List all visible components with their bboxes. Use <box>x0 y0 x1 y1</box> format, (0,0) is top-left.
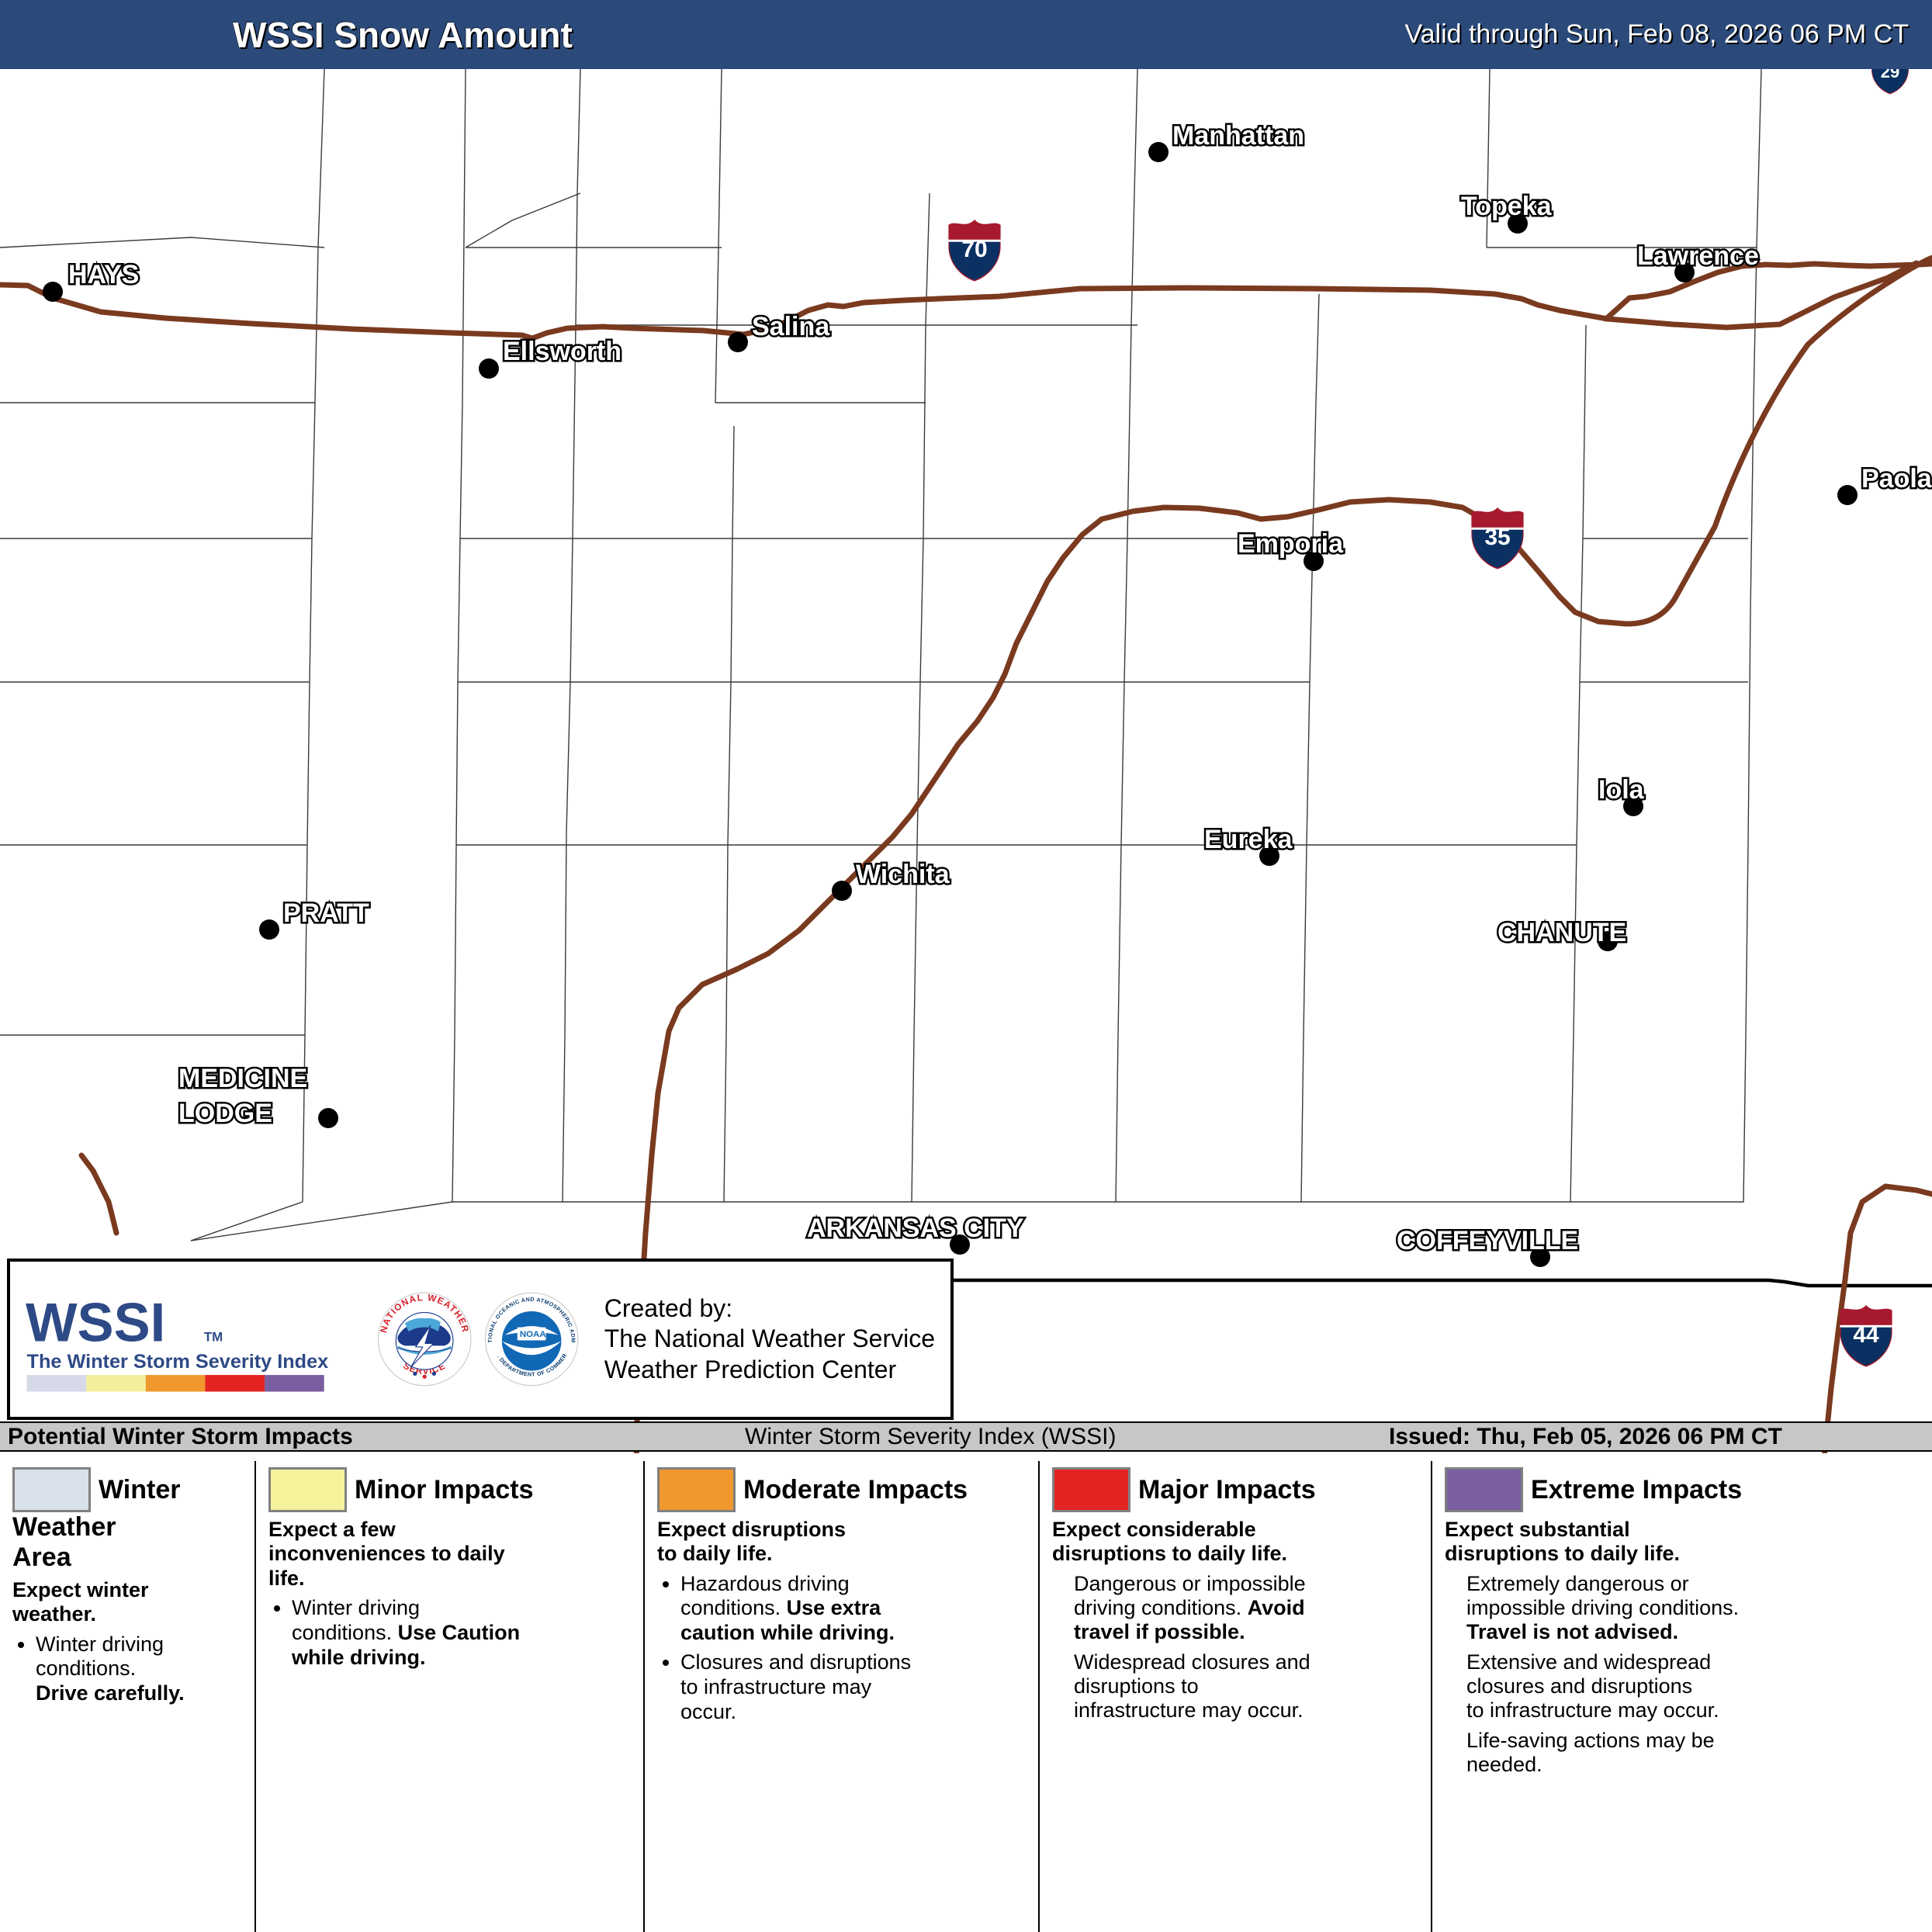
svg-text:PRATT: PRATT <box>283 898 369 928</box>
svg-text:Paola: Paola <box>1861 464 1932 493</box>
svg-text:MEDICINE: MEDICINE <box>178 1064 307 1093</box>
svg-text:TM: TM <box>204 1329 223 1344</box>
svg-text:HAYS: HAYS <box>68 260 139 289</box>
svg-text:Iola: Iola <box>1598 775 1645 805</box>
svg-text:NOAA: NOAA <box>520 1330 546 1339</box>
svg-text:44: 44 <box>1853 1322 1879 1348</box>
svg-text:The Winter Storm Severity Inde: The Winter Storm Severity Index <box>27 1350 329 1372</box>
svg-text:35: 35 <box>1484 525 1510 550</box>
svg-text:Ellsworth: Ellsworth <box>503 337 621 366</box>
svg-text:Salina: Salina <box>752 312 830 341</box>
svg-text:Eureka: Eureka <box>1204 825 1293 854</box>
svg-text:29: 29 <box>1881 69 1899 81</box>
svg-text:WSSI: WSSI <box>26 1291 165 1352</box>
svg-text:ARKANSAS CITY: ARKANSAS CITY <box>807 1214 1024 1243</box>
svg-text:Topeka: Topeka <box>1461 192 1553 221</box>
svg-text:COFFEYVILLE: COFFEYVILLE <box>1397 1226 1578 1255</box>
svg-text:Emporia: Emporia <box>1238 529 1344 559</box>
svg-text:LODGE: LODGE <box>178 1099 272 1128</box>
svg-text:70: 70 <box>961 237 987 262</box>
svg-text:Manhattan: Manhattan <box>1172 121 1304 151</box>
svg-text:Wichita: Wichita <box>856 860 950 889</box>
svg-text:Lawrence: Lawrence <box>1637 241 1759 271</box>
svg-text:CHANUTE: CHANUTE <box>1497 918 1626 947</box>
